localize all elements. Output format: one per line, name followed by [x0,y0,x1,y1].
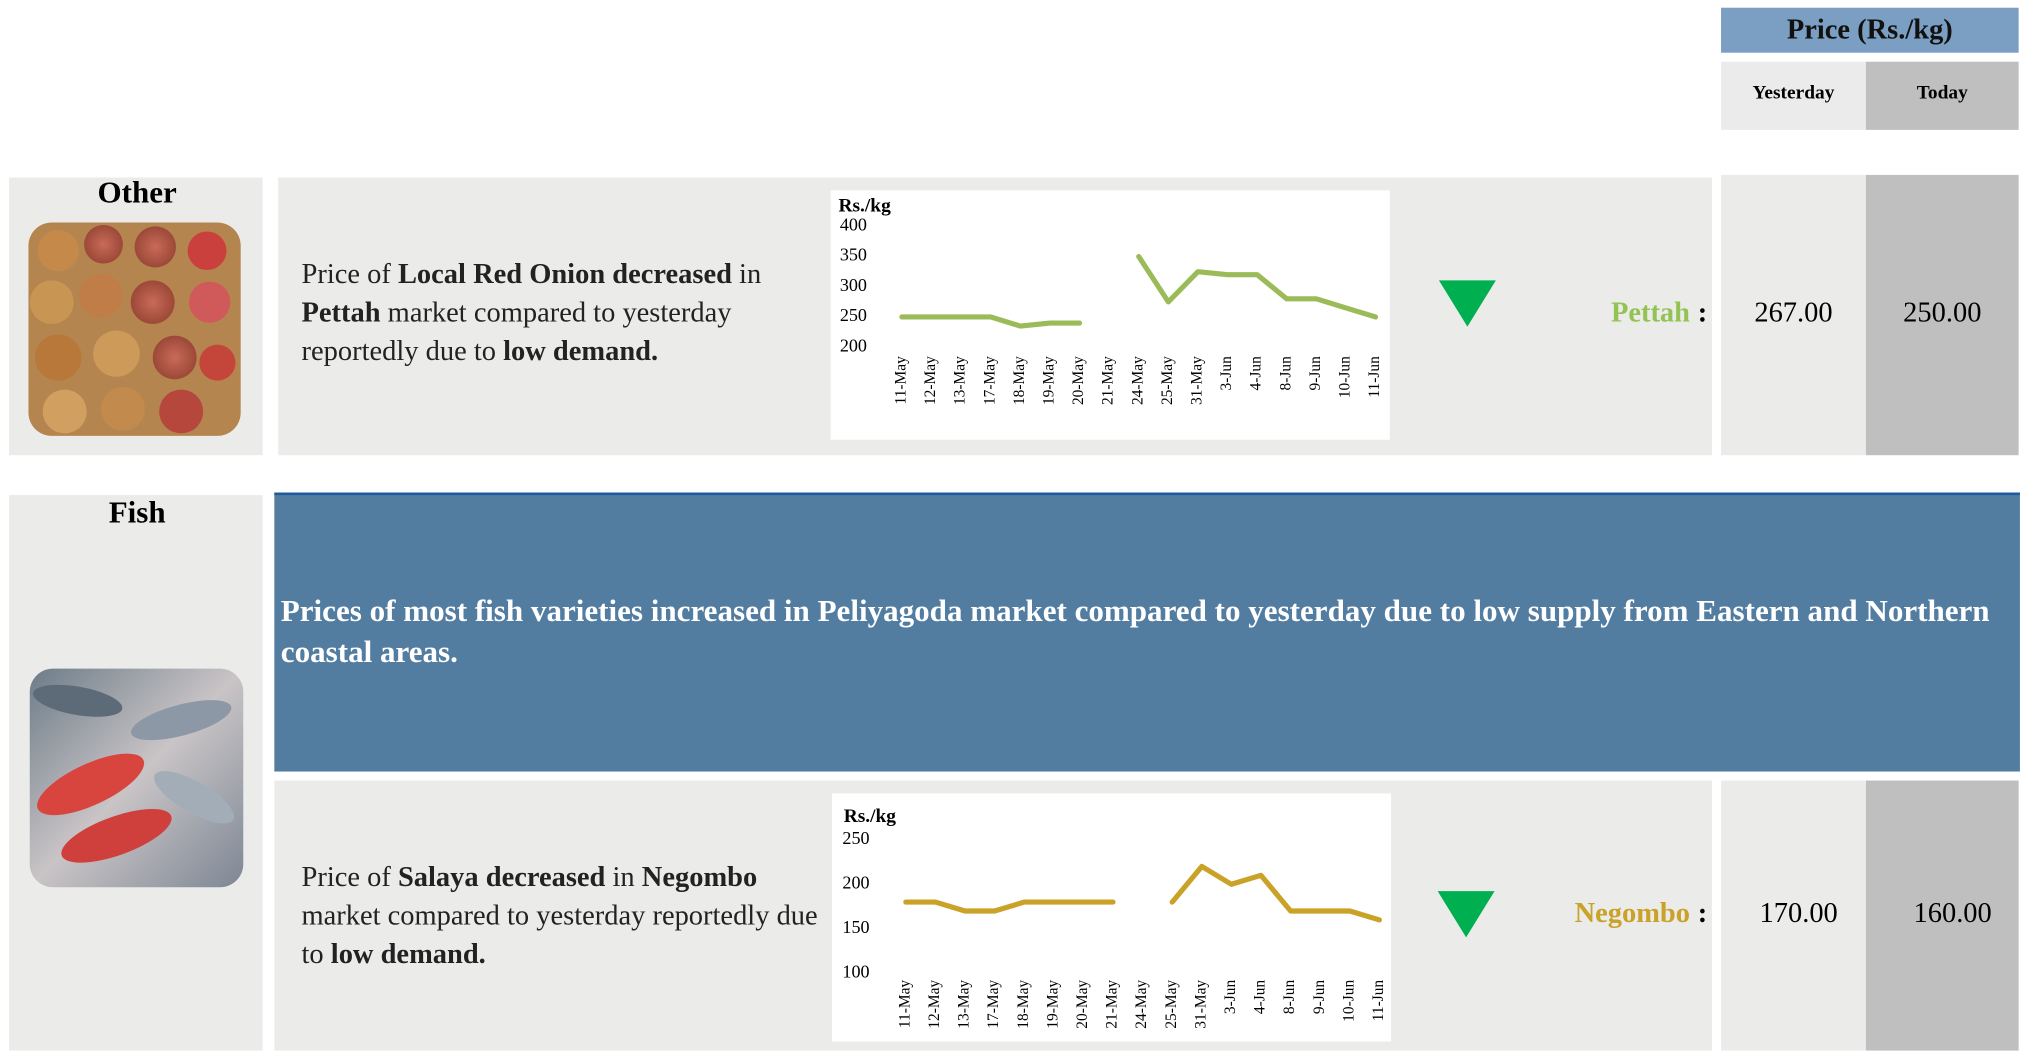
fish-photo [29,669,243,888]
y-tick-label: 200 [842,872,869,892]
onion-photo [28,222,240,435]
x-tick-label: 24-May [1129,356,1146,405]
banner-text: Prices of most fish varieties increased … [281,592,2015,674]
x-tick-label: 13-May [952,356,969,405]
x-tick-label: 10-Jun [1340,980,1357,1022]
y-tick-label: 250 [842,828,869,848]
x-tick-label: 20-May [1070,356,1087,405]
description-run: Salaya decreased [398,860,605,892]
x-tick-label: 31-May [1188,356,1205,405]
x-tick-label: 13-May [956,980,973,1029]
y-tick-label: 350 [840,245,867,265]
description-box: Price of Salaya decreased in Negombo mar… [302,858,826,987]
x-tick-label: 25-May [1163,980,1180,1029]
price-yesterday: 170.00 [1760,898,1838,929]
x-tick-label: 11-Jun [1366,356,1383,398]
column-header: Yesterday [1753,82,1835,103]
description: Price of Salaya decreased in Negombo mar… [302,858,826,974]
x-tick-label: 31-May [1192,980,1209,1029]
market-name: Pettah [1611,298,1690,329]
x-tick-label: 11-May [896,980,913,1029]
x-tick-label: 18-May [1011,356,1028,405]
description: Price of Local Red Onion decreased in Pe… [302,255,826,371]
x-tick-label: 21-May [1100,356,1117,405]
header-title: Price (Rs./kg) [1787,15,1953,46]
x-tick-label: 11-Jun [1370,980,1387,1022]
y-axis-label: Rs./kg [844,806,897,827]
description-run: Price of [302,257,398,289]
screen: Price (Rs./kg) Yesterday Today Other Pri… [0,0,2029,1057]
description-run: Local Red Onion decreased [398,257,732,289]
y-axis-label: Rs./kg [839,196,892,217]
category-label: Fish [109,495,166,530]
y-tick-label: 250 [840,305,867,325]
y-tick-label: 100 [842,962,869,982]
x-tick-label: 8-Jun [1281,980,1298,1015]
description-run: low demand. [331,937,486,969]
market-separator: : [1698,298,1707,329]
x-tick-label: 18-May [1015,980,1032,1029]
x-tick-label: 12-May [922,356,939,405]
y-tick-label: 150 [842,917,869,937]
x-tick-label: 19-May [1044,980,1061,1029]
description-run: Negombo [642,860,757,892]
x-tick-label: 3-Jun [1218,356,1235,391]
x-tick-label: 4-Jun [1252,980,1269,1015]
x-tick-label: 25-May [1159,356,1176,405]
page: {"header":{"title":"Price (Rs./kg)","col… [0,0,2029,1057]
description-run: Pettah [302,296,381,328]
y-tick-label: 400 [840,214,867,234]
x-tick-label: 12-May [926,980,943,1029]
x-tick-label: 9-Jun [1311,980,1328,1015]
x-tick-label: 21-May [1104,980,1121,1029]
x-tick-label: 17-May [985,980,1002,1029]
y-tick-label: 200 [840,335,867,355]
price-yesterday: 267.00 [1754,298,1832,329]
x-tick-label: 3-Jun [1222,980,1239,1015]
y-tick-label: 300 [840,275,867,295]
x-tick-label: 17-May [981,356,998,405]
description-box: Price of Local Red Onion decreased in Pe… [302,255,826,384]
price-today: 160.00 [1914,898,1992,929]
x-tick-label: 24-May [1133,980,1150,1029]
description-run: in [732,257,761,289]
x-tick-label: 9-Jun [1307,356,1324,391]
x-tick-label: 19-May [1040,356,1057,405]
description-run: in [605,860,641,892]
description-run: low demand. [503,334,658,366]
market-separator: : [1698,898,1707,929]
x-tick-label: 10-Jun [1336,356,1353,398]
category-label: Other [98,175,178,210]
x-tick-label: 4-Jun [1248,356,1265,391]
column-header: Today [1917,82,1968,103]
market-name: Negombo [1575,898,1690,929]
x-tick-label: 20-May [1074,980,1091,1029]
x-tick-label: 11-May [892,356,909,405]
x-tick-label: 8-Jun [1277,356,1294,391]
description-run: Price of [302,860,398,892]
price-today: 250.00 [1903,298,1981,329]
banner-box: Prices of most fish varieties increased … [281,592,2015,695]
